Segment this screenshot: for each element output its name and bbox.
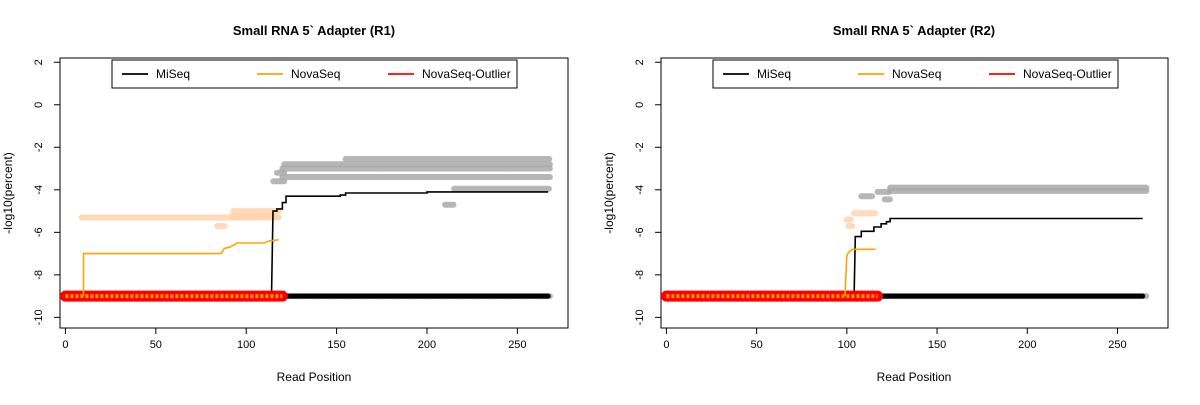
y-tick-label: -2 [33,142,45,152]
series-line-miseq [67,191,549,297]
legend: MiSeq NovaSeq NovaSeq-Outlier [111,59,518,89]
x-tick-label: 50 [751,339,763,351]
plot-frame [660,57,1169,329]
legend-box [712,59,1119,89]
y-tick-label: 0 [33,102,45,108]
y-tick-label: 2 [33,59,45,65]
x-tick-label: 150 [327,339,345,351]
y-tick-label: 0 [634,102,646,108]
series-line-novaseq [844,248,876,297]
legend-label: NovaSeq [892,67,941,81]
legend-label: MiSeq [156,67,190,81]
legend-label: NovaSeq-Outlier [1023,67,1112,81]
y-tick-label: -10 [634,309,646,325]
x-tick-label: 100 [237,339,255,351]
x-tick-label: 0 [62,339,68,351]
y-axis-label: -log10(percent) [602,152,616,233]
series-line-miseq [668,217,1143,297]
y-tick-label: -4 [33,185,45,195]
x-tick-label: 100 [838,339,856,351]
series-line-novaseq [82,239,279,297]
chart-panel-1: Small RNA 5` Adapter (R1) 0 50 100 150 200 250… [1,23,569,384]
x-axis-label: Read Position [277,370,352,384]
legend-label: MiSeq [757,67,791,81]
x-tick-label: 250 [1108,339,1126,351]
y-tick-label: -8 [33,270,45,280]
y-tick-label: -2 [634,142,646,152]
legend-label: NovaSeq-Outlier [422,67,511,81]
plot-frame [59,57,569,329]
x-tick-label: 150 [928,339,946,351]
legend: MiSeq NovaSeq NovaSeq-Outlier [712,59,1119,89]
x-tick-label: 200 [1018,339,1036,351]
y-tick-label: -10 [33,309,45,325]
legend-box [111,59,518,89]
legend-label: NovaSeq [291,67,340,81]
x-tick-label: 0 [663,339,669,351]
y-tick-label: -8 [634,270,646,280]
y-tick-label: 2 [634,59,646,65]
x-axis-label: Read Position [877,370,952,384]
y-tick-label: -6 [33,227,45,237]
chart-title: Small RNA 5` Adapter (R1) [233,23,395,38]
chart-title: Small RNA 5` Adapter (R2) [833,23,995,38]
y-tick-label: -6 [634,227,646,237]
x-tick-label: 200 [418,339,436,351]
x-tick-label: 250 [508,339,526,351]
y-tick-label: -4 [634,185,646,195]
x-tick-label: 50 [150,339,162,351]
chart-panel-2: Small RNA 5` Adapter (R2) 0 50 100 150 200 250… [602,23,1169,384]
y-axis-label: -log10(percent) [1,152,15,233]
